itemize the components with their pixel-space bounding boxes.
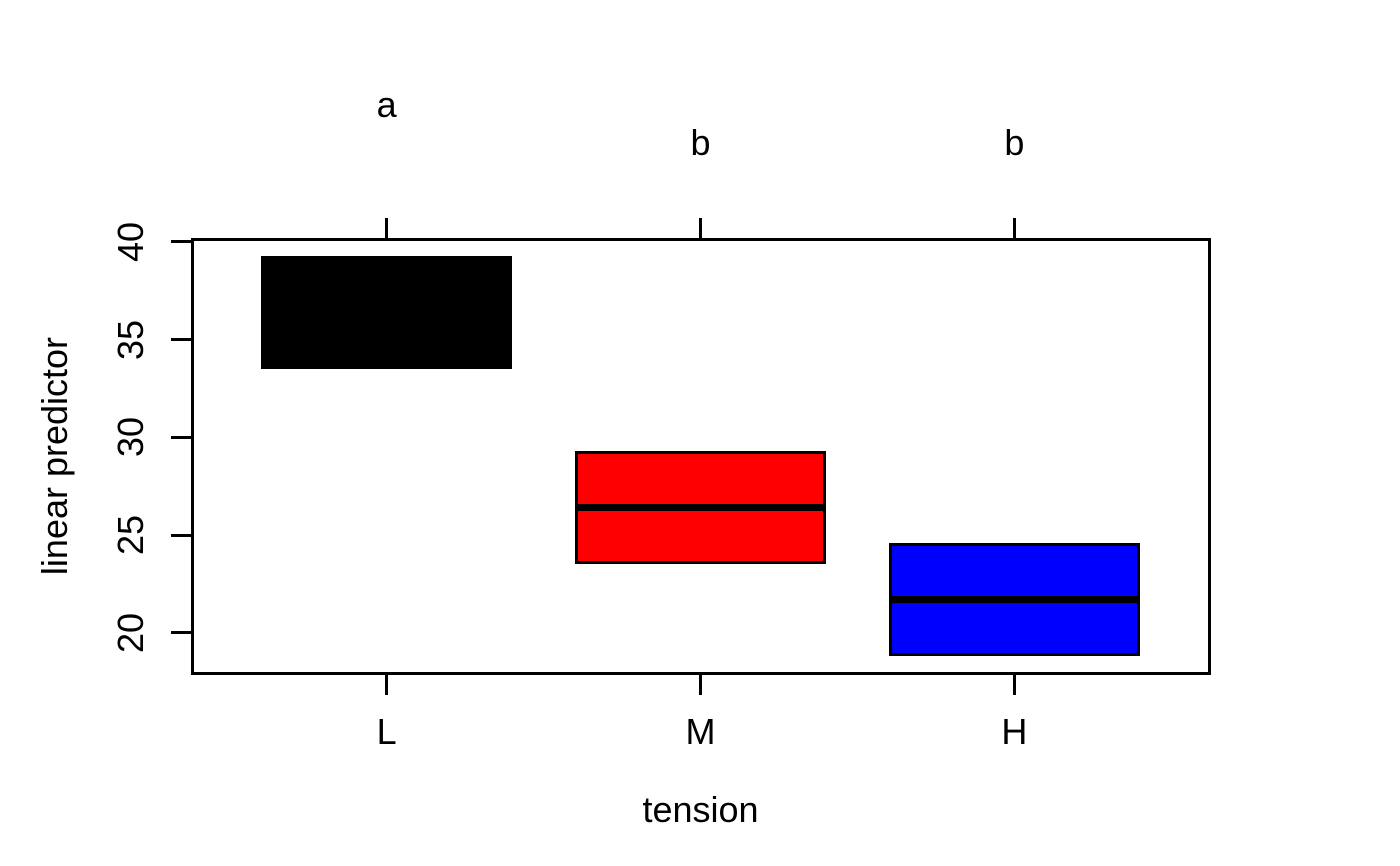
top-axis-tick-H — [1012, 217, 1016, 238]
cld-letter-M: b — [690, 122, 711, 163]
x-axis-title: tension — [642, 789, 759, 830]
x-tick-label-L: L — [376, 711, 397, 752]
cld-letter-H: b — [1004, 122, 1025, 163]
top-axis-tick-L — [385, 217, 389, 238]
bottom-axis-tick-M — [699, 674, 702, 695]
cld-letter-L: a — [376, 84, 397, 125]
bottom-axis-tick-L — [385, 674, 389, 695]
y-tick-label-35: 35 — [110, 319, 151, 360]
bottom-axis-tick-H — [1012, 674, 1016, 695]
x-tick-label-M: M — [685, 711, 716, 752]
x-tick-label-H: H — [1001, 711, 1028, 752]
y-axis-tick-20 — [170, 631, 191, 635]
y-tick-label-30: 30 — [110, 417, 151, 458]
y-axis-tick-35 — [170, 338, 191, 342]
y-axis-tick-30 — [170, 435, 191, 439]
y-axis-tick-25 — [170, 533, 191, 537]
y-tick-label-40: 40 — [110, 221, 151, 262]
median-line-M — [577, 504, 824, 512]
median-line-H — [891, 596, 1137, 604]
y-axis-title: linear predictor — [34, 336, 75, 576]
y-axis-tick-40 — [170, 240, 191, 244]
top-axis-tick-M — [699, 217, 702, 238]
median-line-L — [264, 308, 510, 316]
y-tick-label-20: 20 — [110, 612, 151, 653]
y-tick-label-25: 25 — [110, 515, 151, 556]
